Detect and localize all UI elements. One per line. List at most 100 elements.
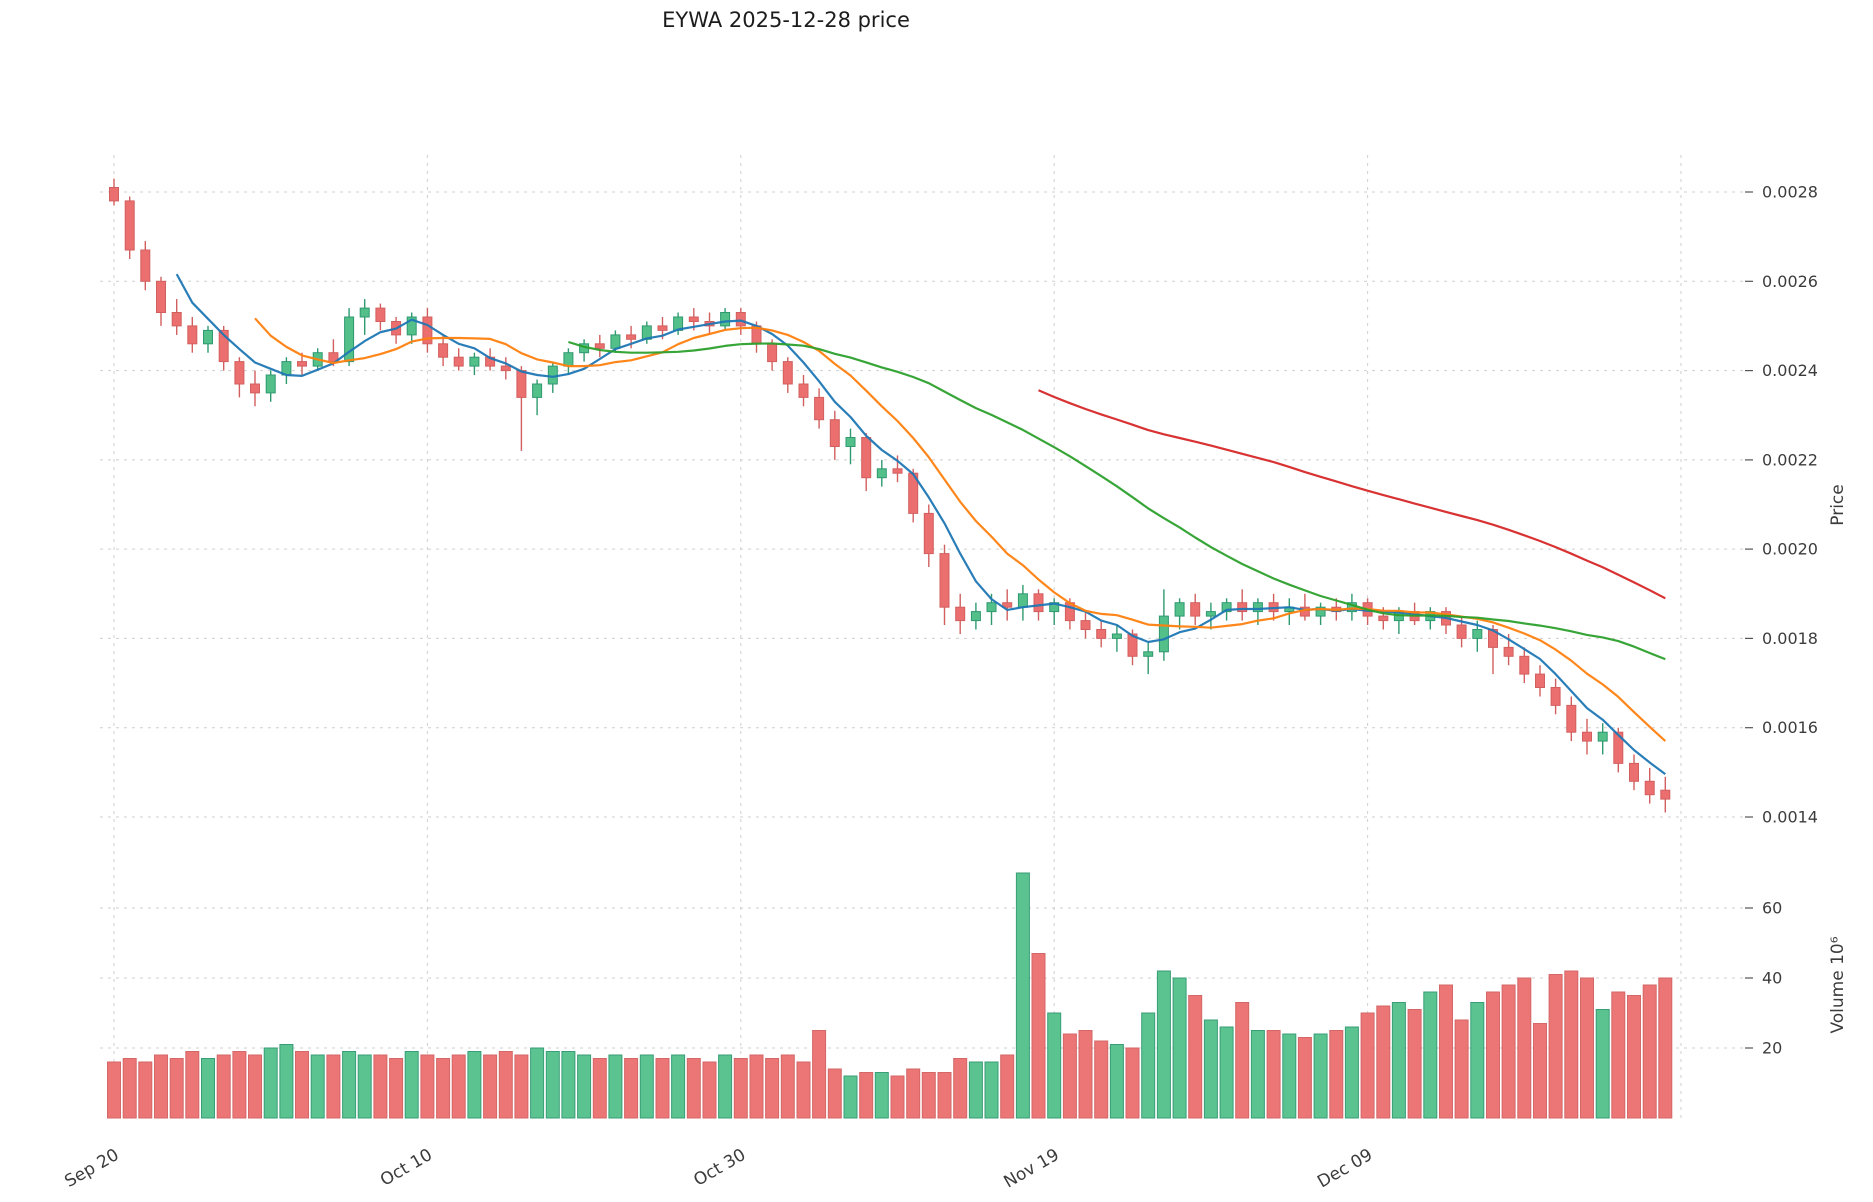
candle-body — [328, 352, 339, 363]
candle-body — [1629, 762, 1639, 782]
candle — [250, 370, 260, 407]
volume-bar — [498, 1051, 513, 1119]
ma-line-10 — [254, 317, 1667, 742]
volume-bar — [138, 1061, 153, 1119]
volume-bar — [671, 1054, 686, 1119]
volume-bar — [561, 1051, 576, 1119]
candle — [375, 303, 386, 331]
candle-body — [1315, 606, 1326, 617]
volume-bar — [1125, 1047, 1140, 1119]
volume-bar — [733, 1058, 748, 1119]
volume-bar — [1156, 970, 1171, 1119]
ma-line-5 — [175, 273, 1666, 775]
price-tick-label: 0.0020 — [1762, 540, 1818, 559]
candle — [344, 308, 355, 367]
candle-body — [1017, 593, 1028, 608]
candle — [171, 299, 182, 335]
volume-bar — [248, 1054, 262, 1119]
candle-body — [532, 383, 543, 398]
candle-body — [720, 312, 731, 327]
candle — [970, 602, 981, 630]
candle — [1111, 625, 1122, 652]
volume-bar — [483, 1054, 498, 1119]
volume-bar — [1376, 1005, 1391, 1119]
volume-bar — [1109, 1044, 1124, 1119]
candle — [579, 339, 590, 362]
candle-body — [1205, 611, 1216, 617]
candle — [1205, 602, 1216, 630]
volume-bar — [1047, 1012, 1062, 1119]
volume-bar — [389, 1058, 404, 1119]
volume-bar — [1000, 1054, 1015, 1119]
volume-bar — [1203, 1019, 1218, 1119]
volume-bar — [749, 1054, 764, 1119]
candle — [1143, 642, 1154, 675]
volume-bar — [263, 1047, 278, 1119]
candle — [453, 348, 464, 371]
candle-body — [1535, 673, 1545, 688]
volume-bar — [342, 1051, 357, 1119]
volume-bar — [1501, 984, 1516, 1119]
volume-bar — [310, 1054, 325, 1119]
candle-body — [375, 307, 386, 323]
candle-body — [829, 419, 840, 448]
candle — [516, 366, 527, 451]
volume-bar — [968, 1061, 983, 1119]
candle-body — [735, 312, 746, 327]
candle-body — [610, 334, 621, 349]
volume-bar — [1219, 1026, 1234, 1119]
volume-bar — [890, 1075, 905, 1119]
price-tick-label: 0.0018 — [1762, 629, 1818, 648]
candle-body — [1158, 615, 1169, 653]
candle-body — [1456, 624, 1467, 639]
candle — [422, 308, 433, 353]
price-tick-label: 0.0026 — [1762, 272, 1818, 291]
volume-bar — [1423, 991, 1438, 1119]
volume-bar — [514, 1054, 529, 1119]
candle — [1080, 611, 1091, 639]
volume-bar — [1517, 977, 1532, 1119]
price-tick-label: 0.0022 — [1762, 450, 1818, 469]
candle-body — [845, 437, 856, 447]
candle — [265, 370, 276, 402]
candle — [1049, 598, 1060, 625]
candle — [406, 312, 417, 344]
candle — [1190, 593, 1201, 625]
volume-bar — [1297, 1037, 1312, 1119]
candle-body — [218, 329, 229, 363]
volume-bar — [1658, 977, 1673, 1119]
volume-bar — [420, 1054, 435, 1119]
candle-body — [265, 374, 276, 394]
candle — [1582, 718, 1592, 755]
volume-bar — [718, 1054, 733, 1119]
volume-bar — [702, 1061, 717, 1119]
volume-bar — [545, 1051, 560, 1119]
candle-body — [767, 343, 778, 363]
candle-body — [1127, 633, 1138, 657]
candle-body — [1111, 633, 1122, 639]
candle — [438, 334, 449, 367]
candle-body — [406, 316, 417, 336]
candle-body — [1143, 651, 1154, 657]
candle-body — [500, 365, 511, 372]
price-tick-label: 0.0016 — [1762, 718, 1818, 737]
volume-bar — [1031, 953, 1046, 1119]
price-tick-label: 0.0014 — [1762, 808, 1818, 827]
candle-body — [1582, 731, 1592, 742]
x-tick-label: Oct 30 — [690, 1145, 749, 1191]
volume-bar — [326, 1054, 341, 1119]
x-tick-label: Dec 09 — [1314, 1145, 1376, 1192]
price-tick-label: 0.0024 — [1762, 361, 1818, 380]
chart-title: EYWA 2025-12-28 price — [662, 8, 910, 32]
candle-body — [359, 307, 370, 318]
volume-bar — [1627, 995, 1641, 1119]
candle-body — [171, 312, 182, 327]
candle-body — [1660, 789, 1671, 800]
price-axis-label: Price — [1828, 484, 1848, 526]
x-axis-labels: Sep 20 Oct 10 Oct 30 Nov 19 Dec 09 — [61, 1145, 1376, 1192]
volume-bar — [1595, 1009, 1610, 1119]
candle-body — [1597, 731, 1608, 742]
candle — [1519, 647, 1530, 684]
volume-bar — [1548, 974, 1563, 1119]
